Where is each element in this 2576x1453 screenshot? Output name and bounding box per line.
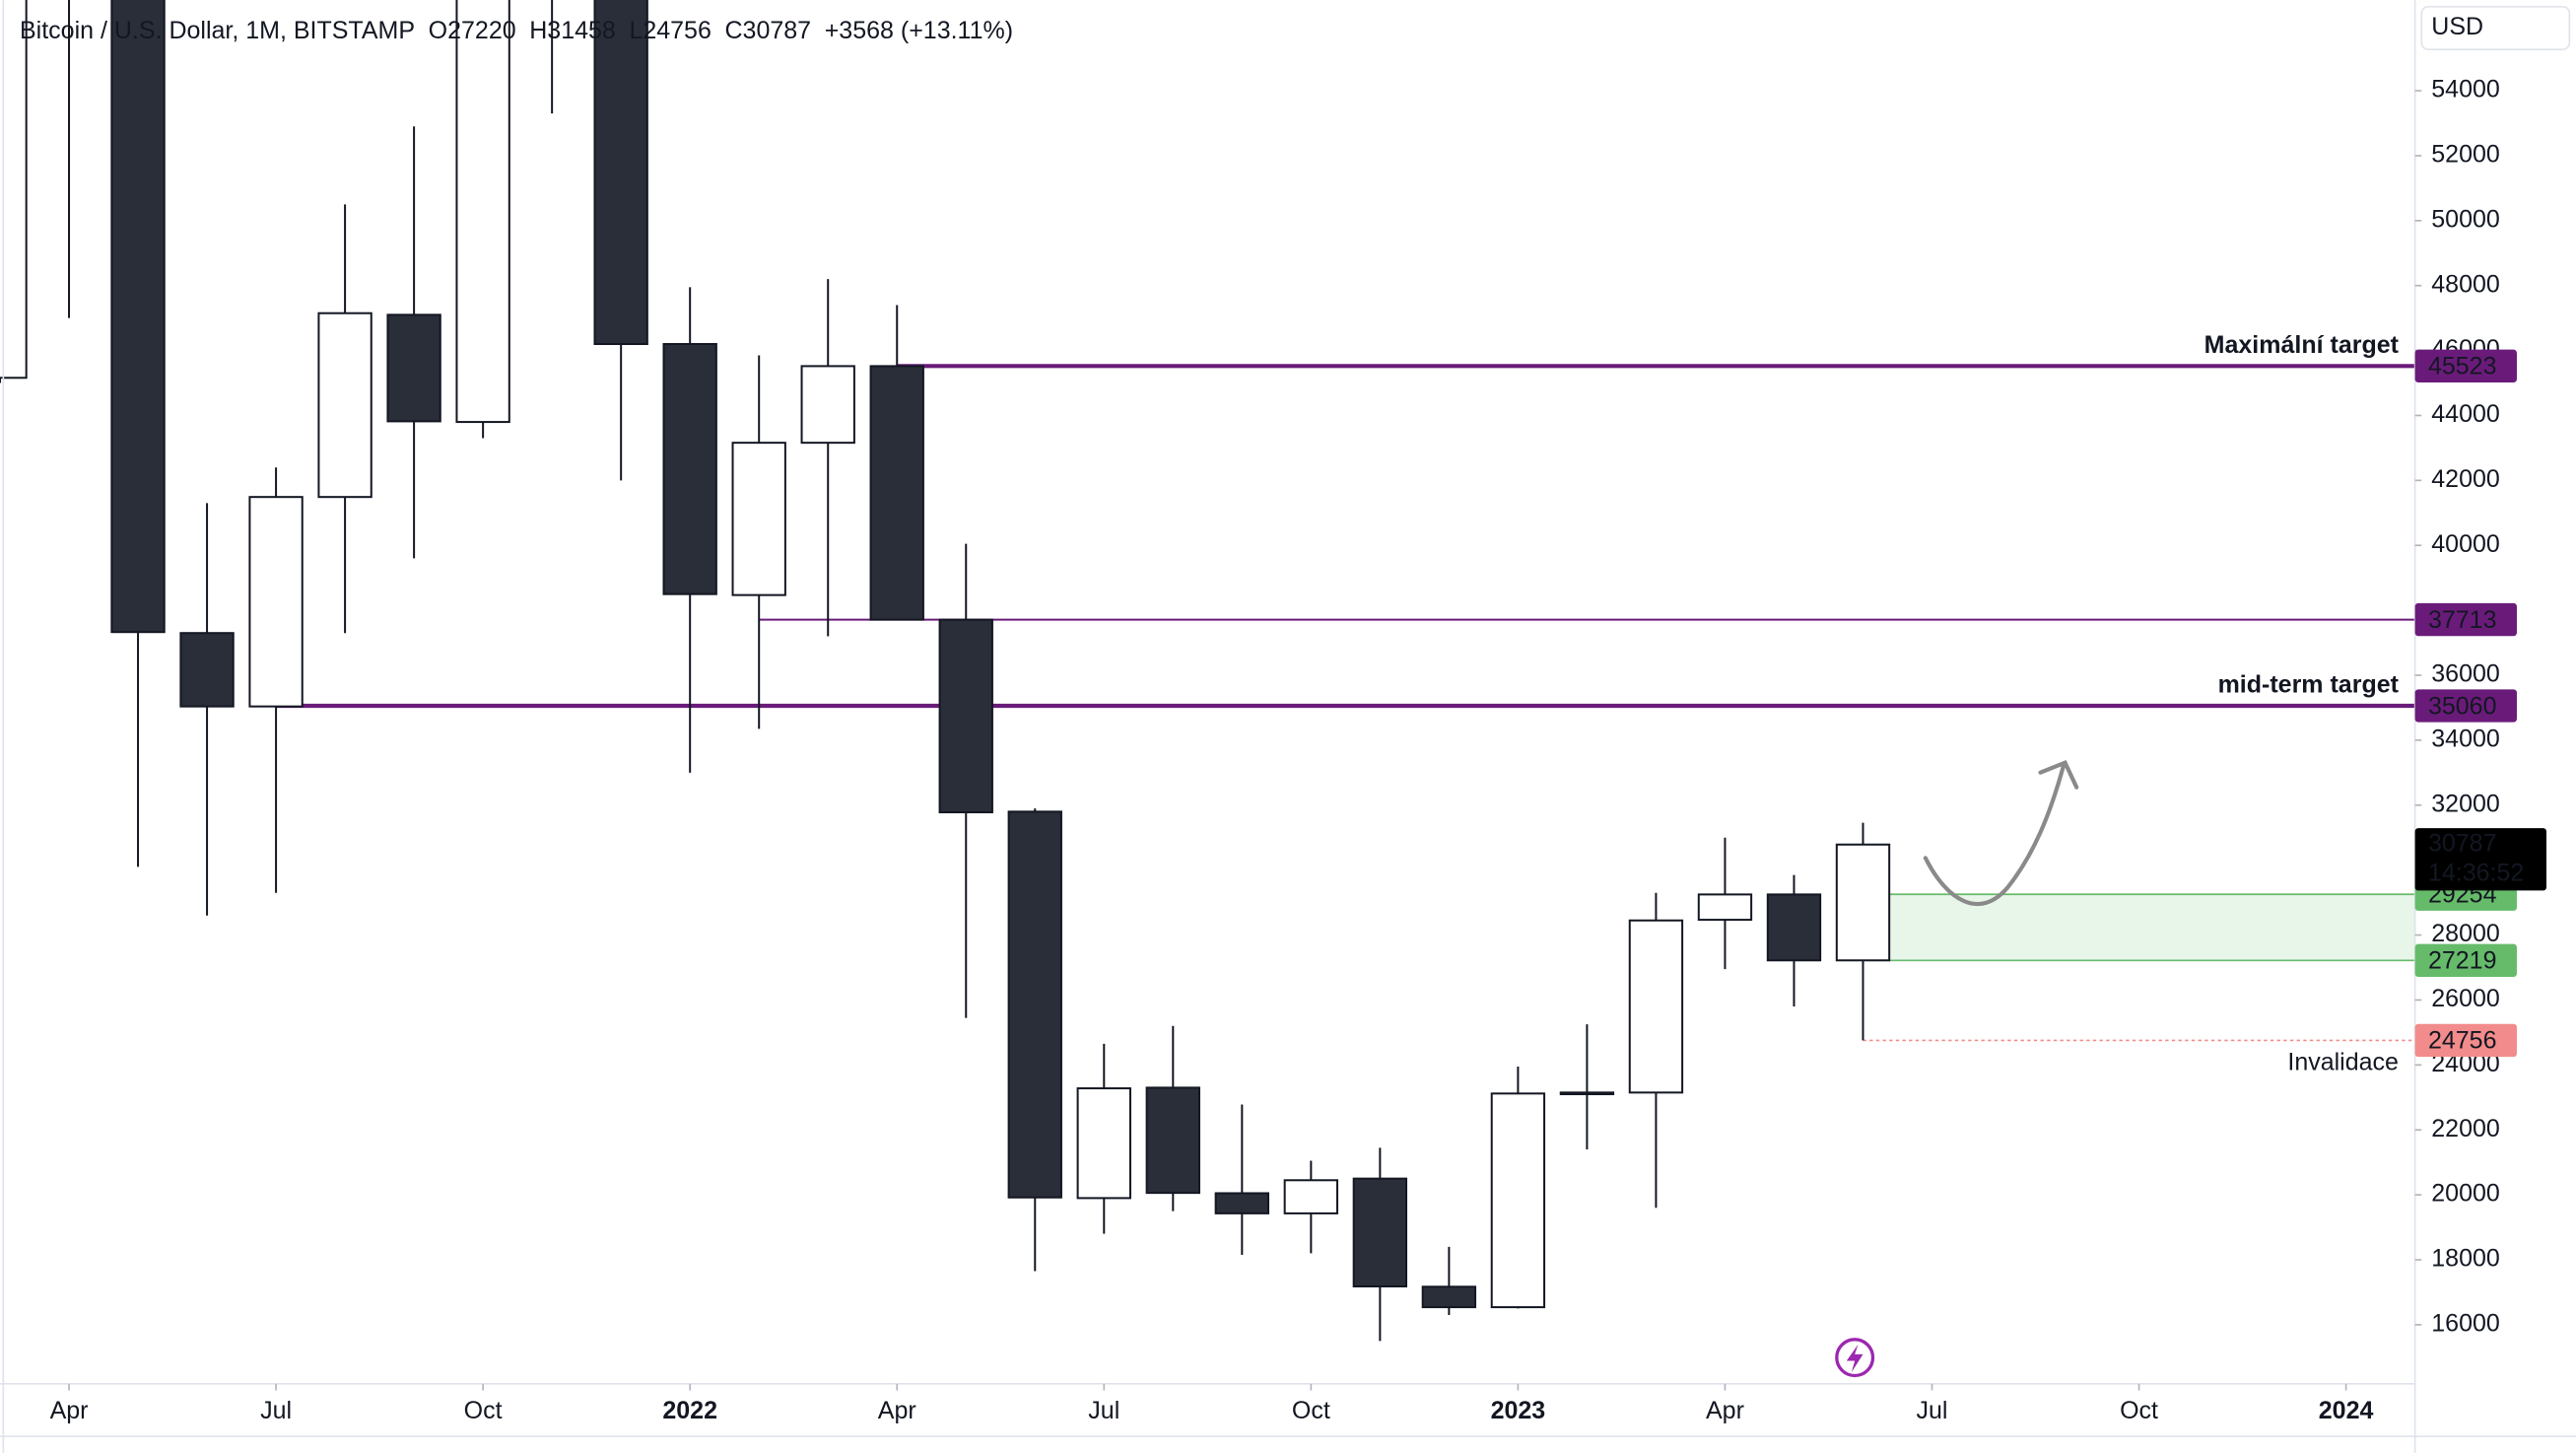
last-price-box xyxy=(2414,828,2546,891)
last-price-label: 30787 xyxy=(2428,829,2497,857)
level-price-label-box xyxy=(2414,349,2517,382)
y-tick-label: 22000 xyxy=(2431,1115,2500,1142)
y-tick-label: 50000 xyxy=(2431,205,2500,233)
symbol: Bitcoin / U.S. Dollar, 1M, BITSTAMP xyxy=(20,16,415,43)
level-price-label: 37713 xyxy=(2428,606,2497,634)
countdown: 14:36:52 xyxy=(2428,859,2524,886)
close: C30787 xyxy=(725,16,812,43)
currency-button[interactable] xyxy=(2420,5,2571,50)
x-tick-label: 2023 xyxy=(1491,1397,1546,1424)
candle-body xyxy=(869,365,924,621)
candle-body xyxy=(1283,1179,1339,1214)
y-tick-label: 42000 xyxy=(2431,465,2500,493)
x-tick-label: Jul xyxy=(260,1397,292,1424)
candle-body xyxy=(1145,1086,1200,1195)
x-tick-label: 2024 xyxy=(2319,1397,2374,1424)
candle-body xyxy=(1490,1092,1546,1309)
header: Bitcoin / U.S. Dollar, 1M, BITSTAMP O272… xyxy=(20,16,1013,43)
level-label: mid-term target xyxy=(2218,671,2400,699)
x-tick-label: Apr xyxy=(1706,1397,1744,1424)
candle-body xyxy=(1214,1192,1269,1214)
candle-body xyxy=(1421,1285,1477,1309)
projection-arrow xyxy=(1923,760,2079,907)
candle-body xyxy=(662,343,717,595)
candle-body xyxy=(386,313,441,423)
candle-body xyxy=(179,632,235,708)
plot-area: Invalidace Maximální target mid-term targe… xyxy=(0,0,2415,1342)
y-tick-label: 18000 xyxy=(2431,1245,2500,1273)
open: O27220 xyxy=(429,16,516,43)
candle-body xyxy=(317,311,373,499)
invalidation-price-label: 24756 xyxy=(2428,1027,2497,1055)
y-tick-label: 20000 xyxy=(2431,1180,2500,1208)
y-tick-label: 28000 xyxy=(2431,920,2500,947)
candle-body xyxy=(110,0,166,634)
candle-body xyxy=(455,0,510,424)
candle-body xyxy=(1697,893,1753,922)
y-tick-label: 54000 xyxy=(2431,76,2500,104)
level-label: Maximální target xyxy=(2204,331,2400,359)
candle-body xyxy=(1076,1087,1131,1200)
change: +3568 (+13.11%) xyxy=(825,16,1013,43)
candle-body xyxy=(248,496,304,708)
candle-body xyxy=(938,618,993,814)
candle-body xyxy=(1628,919,1684,1094)
y-tick-label: 44000 xyxy=(2431,400,2500,428)
x-tick-label: Jul xyxy=(1088,1397,1119,1424)
x-tick-label: Oct xyxy=(1292,1397,1330,1424)
lightning-icon xyxy=(1835,1338,1875,1378)
y-tick-label: 52000 xyxy=(2431,141,2500,169)
candle-body xyxy=(0,0,28,380)
x-tick-label: Oct xyxy=(2120,1397,2158,1424)
x-tick-label: Jul xyxy=(1917,1397,1948,1424)
candle-body xyxy=(1559,1091,1615,1096)
invalidation-price-label-box xyxy=(2414,1023,2517,1058)
high: H31458 xyxy=(529,16,616,43)
x-tick-label: 2022 xyxy=(662,1397,717,1424)
level-price-label: 45523 xyxy=(2428,353,2497,381)
y-tick-label: 32000 xyxy=(2431,790,2500,817)
currency[interactable]: USD xyxy=(2431,13,2483,40)
candle-body xyxy=(593,0,648,346)
y-tick-label: 34000 xyxy=(2431,726,2500,753)
zone-price-label-box xyxy=(2414,943,2517,977)
x-tick-label: Apr xyxy=(878,1397,916,1424)
candle-body xyxy=(1007,810,1062,1199)
candle-body xyxy=(1766,893,1822,962)
y-tick-label: 48000 xyxy=(2431,270,2500,298)
level-price-label: 35060 xyxy=(2428,692,2497,720)
zone-price-label: 27219 xyxy=(2428,947,2497,975)
y-tick-label: 36000 xyxy=(2431,660,2500,688)
y-tick-label: 26000 xyxy=(2431,985,2500,1012)
level-price-label-box xyxy=(2414,602,2517,637)
x-tick-label: Apr xyxy=(50,1397,89,1424)
candle-body xyxy=(731,442,786,596)
candle-body xyxy=(1835,843,1891,962)
level-price-label-box xyxy=(2414,689,2517,723)
low: L24756 xyxy=(629,16,711,43)
y-tick-label: 16000 xyxy=(2431,1309,2500,1337)
y-tick-label: 40000 xyxy=(2431,530,2500,558)
candle-body xyxy=(800,365,855,445)
invalidation-label: Invalidace xyxy=(2287,1048,2399,1075)
x-tick-label: Oct xyxy=(464,1397,503,1424)
candle-body xyxy=(1352,1177,1408,1288)
